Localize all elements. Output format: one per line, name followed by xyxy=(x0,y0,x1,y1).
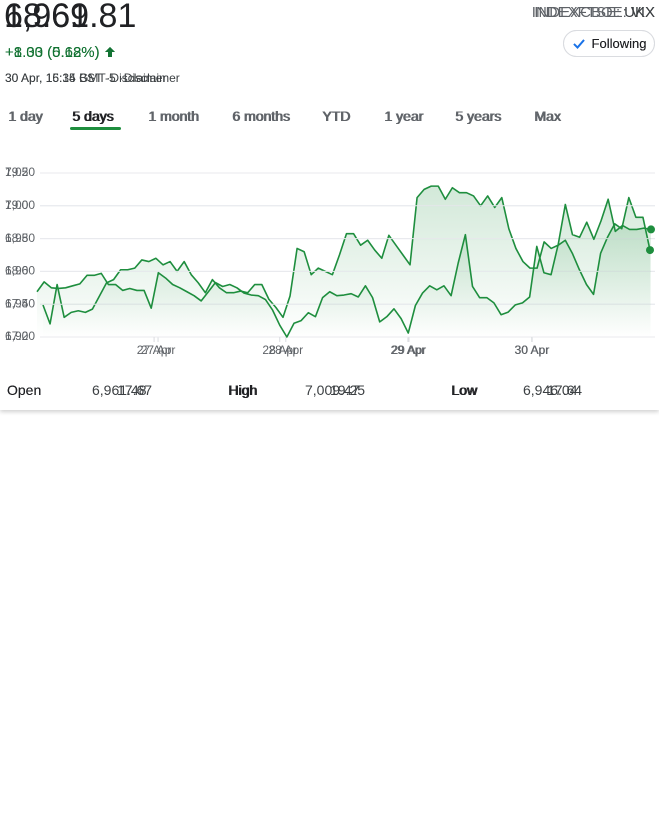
arrow-shape xyxy=(104,47,115,57)
y-tick-label: 7,020 xyxy=(5,165,35,179)
stat-value: 6,961.48 xyxy=(92,382,147,398)
range-tab[interactable]: 6 months xyxy=(232,108,290,124)
stat-value: 17.67 xyxy=(117,382,153,398)
up-arrow xyxy=(104,47,115,57)
stat-label: Low xyxy=(451,382,477,398)
symbol: UKX xyxy=(624,4,655,21)
timestamp: 30 Apr, 16:35 BST ·Disclaimer xyxy=(5,71,166,85)
stat-label: High xyxy=(228,382,257,398)
tab-underline xyxy=(71,127,121,130)
time-text: 30 Apr, 16:35 BST xyxy=(5,71,103,85)
y-tick-label: 6,920 xyxy=(5,329,35,343)
range-tab[interactable]: YTD xyxy=(322,108,350,124)
time-text: 30 Apr, 15:14 GMT-5 xyxy=(5,71,116,85)
range-tab[interactable]: 5 years xyxy=(456,108,502,124)
chart: 17.0 17.5 18.0 18.5 19.0 19.5 27 Apr 28 Apr 29 A… xyxy=(5,165,655,357)
y-tick-label: 18.5 xyxy=(5,231,29,245)
change-text: +1.00 (5.68%) xyxy=(5,44,100,61)
y-tick-label: 6,980 xyxy=(5,231,35,245)
stat-value: 19.25 xyxy=(330,382,366,398)
x-tick-label: 27 Apr xyxy=(137,343,172,357)
area xyxy=(37,199,651,337)
ticker: INDEXCBOE: VIX xyxy=(534,4,655,21)
range-tab[interactable]: 1 month xyxy=(148,108,199,124)
x-tick-label: 29 Apr xyxy=(392,343,427,357)
range-tab[interactable]: 1 year xyxy=(385,108,424,124)
exchange: INDEXFTSE: xyxy=(531,4,621,21)
x-tick-label: 28 Apr xyxy=(262,343,297,357)
x-tick-label: 29 Apr xyxy=(391,343,426,357)
change-text: +8.33 (0.12%) xyxy=(5,44,100,61)
y-tick-label: 6,940 xyxy=(5,296,35,310)
last-point xyxy=(647,225,655,234)
x-tick-label: 30 Apr xyxy=(515,343,550,357)
symbol: VIX xyxy=(630,4,655,21)
stat-label: Open xyxy=(7,382,42,398)
follow-text: Following xyxy=(591,36,647,51)
ticker: INDEXFTSE: UKX xyxy=(532,4,655,21)
range-tab[interactable]: 5 days xyxy=(73,108,115,124)
x-tick-label: 28 Apr xyxy=(268,343,303,357)
price: 6,969.81 xyxy=(4,0,137,35)
y-tick-label: 17.0 xyxy=(5,329,29,343)
disclaimer-link[interactable]: ·Disclaimer xyxy=(119,71,180,85)
range-tab[interactable]: 1 month xyxy=(149,108,200,124)
price-line xyxy=(36,198,652,338)
range-tab[interactable]: 1 year xyxy=(384,108,423,124)
disclaimer-link[interactable]: ·Disclaimer xyxy=(106,71,167,85)
range-tab[interactable]: Max xyxy=(535,108,562,124)
stat-value: 7,009.47 xyxy=(305,382,360,398)
stat-value: 17.64 xyxy=(547,382,583,398)
range-tab[interactable]: 5 years xyxy=(455,108,501,124)
y-tick-label: 19.5 xyxy=(5,165,29,179)
stat-label: Low xyxy=(452,382,478,398)
y-tick-label: 6,960 xyxy=(5,264,35,278)
x-tick-label: 27 Apr xyxy=(141,343,176,357)
stat-label: High xyxy=(229,382,258,398)
check-icon xyxy=(572,38,585,49)
range-tab[interactable]: Max xyxy=(534,108,561,124)
follow-button[interactable]: Following xyxy=(563,30,655,57)
price: 18.61 xyxy=(4,0,90,35)
y-tick-label: 18.0 xyxy=(5,264,29,278)
price-line xyxy=(42,185,651,325)
range-tab[interactable]: 5 days xyxy=(72,108,114,124)
stat-label: Open xyxy=(7,382,42,398)
range-tab[interactable]: 6 months xyxy=(233,108,291,124)
exchange: INDEXCBOE: xyxy=(534,4,627,21)
price-change: +1.00 (5.68%) xyxy=(5,44,116,61)
x-tick-label: 30 Apr xyxy=(514,343,549,357)
range-tab[interactable]: 1 day xyxy=(8,108,43,124)
range-tab[interactable]: 1 day xyxy=(9,108,44,124)
y-tick-label: 17.5 xyxy=(5,296,29,310)
y-tick-label: 7,000 xyxy=(5,198,35,212)
stat-value: 6,946.04 xyxy=(523,382,578,398)
timestamp: 30 Apr, 15:14 GMT-5 ·Disclaimer xyxy=(5,71,180,85)
range-tab[interactable]: YTD xyxy=(323,108,351,124)
y-tick-label: 19.0 xyxy=(5,198,29,212)
check-shape xyxy=(572,38,585,49)
follow-text: Following xyxy=(591,36,647,51)
